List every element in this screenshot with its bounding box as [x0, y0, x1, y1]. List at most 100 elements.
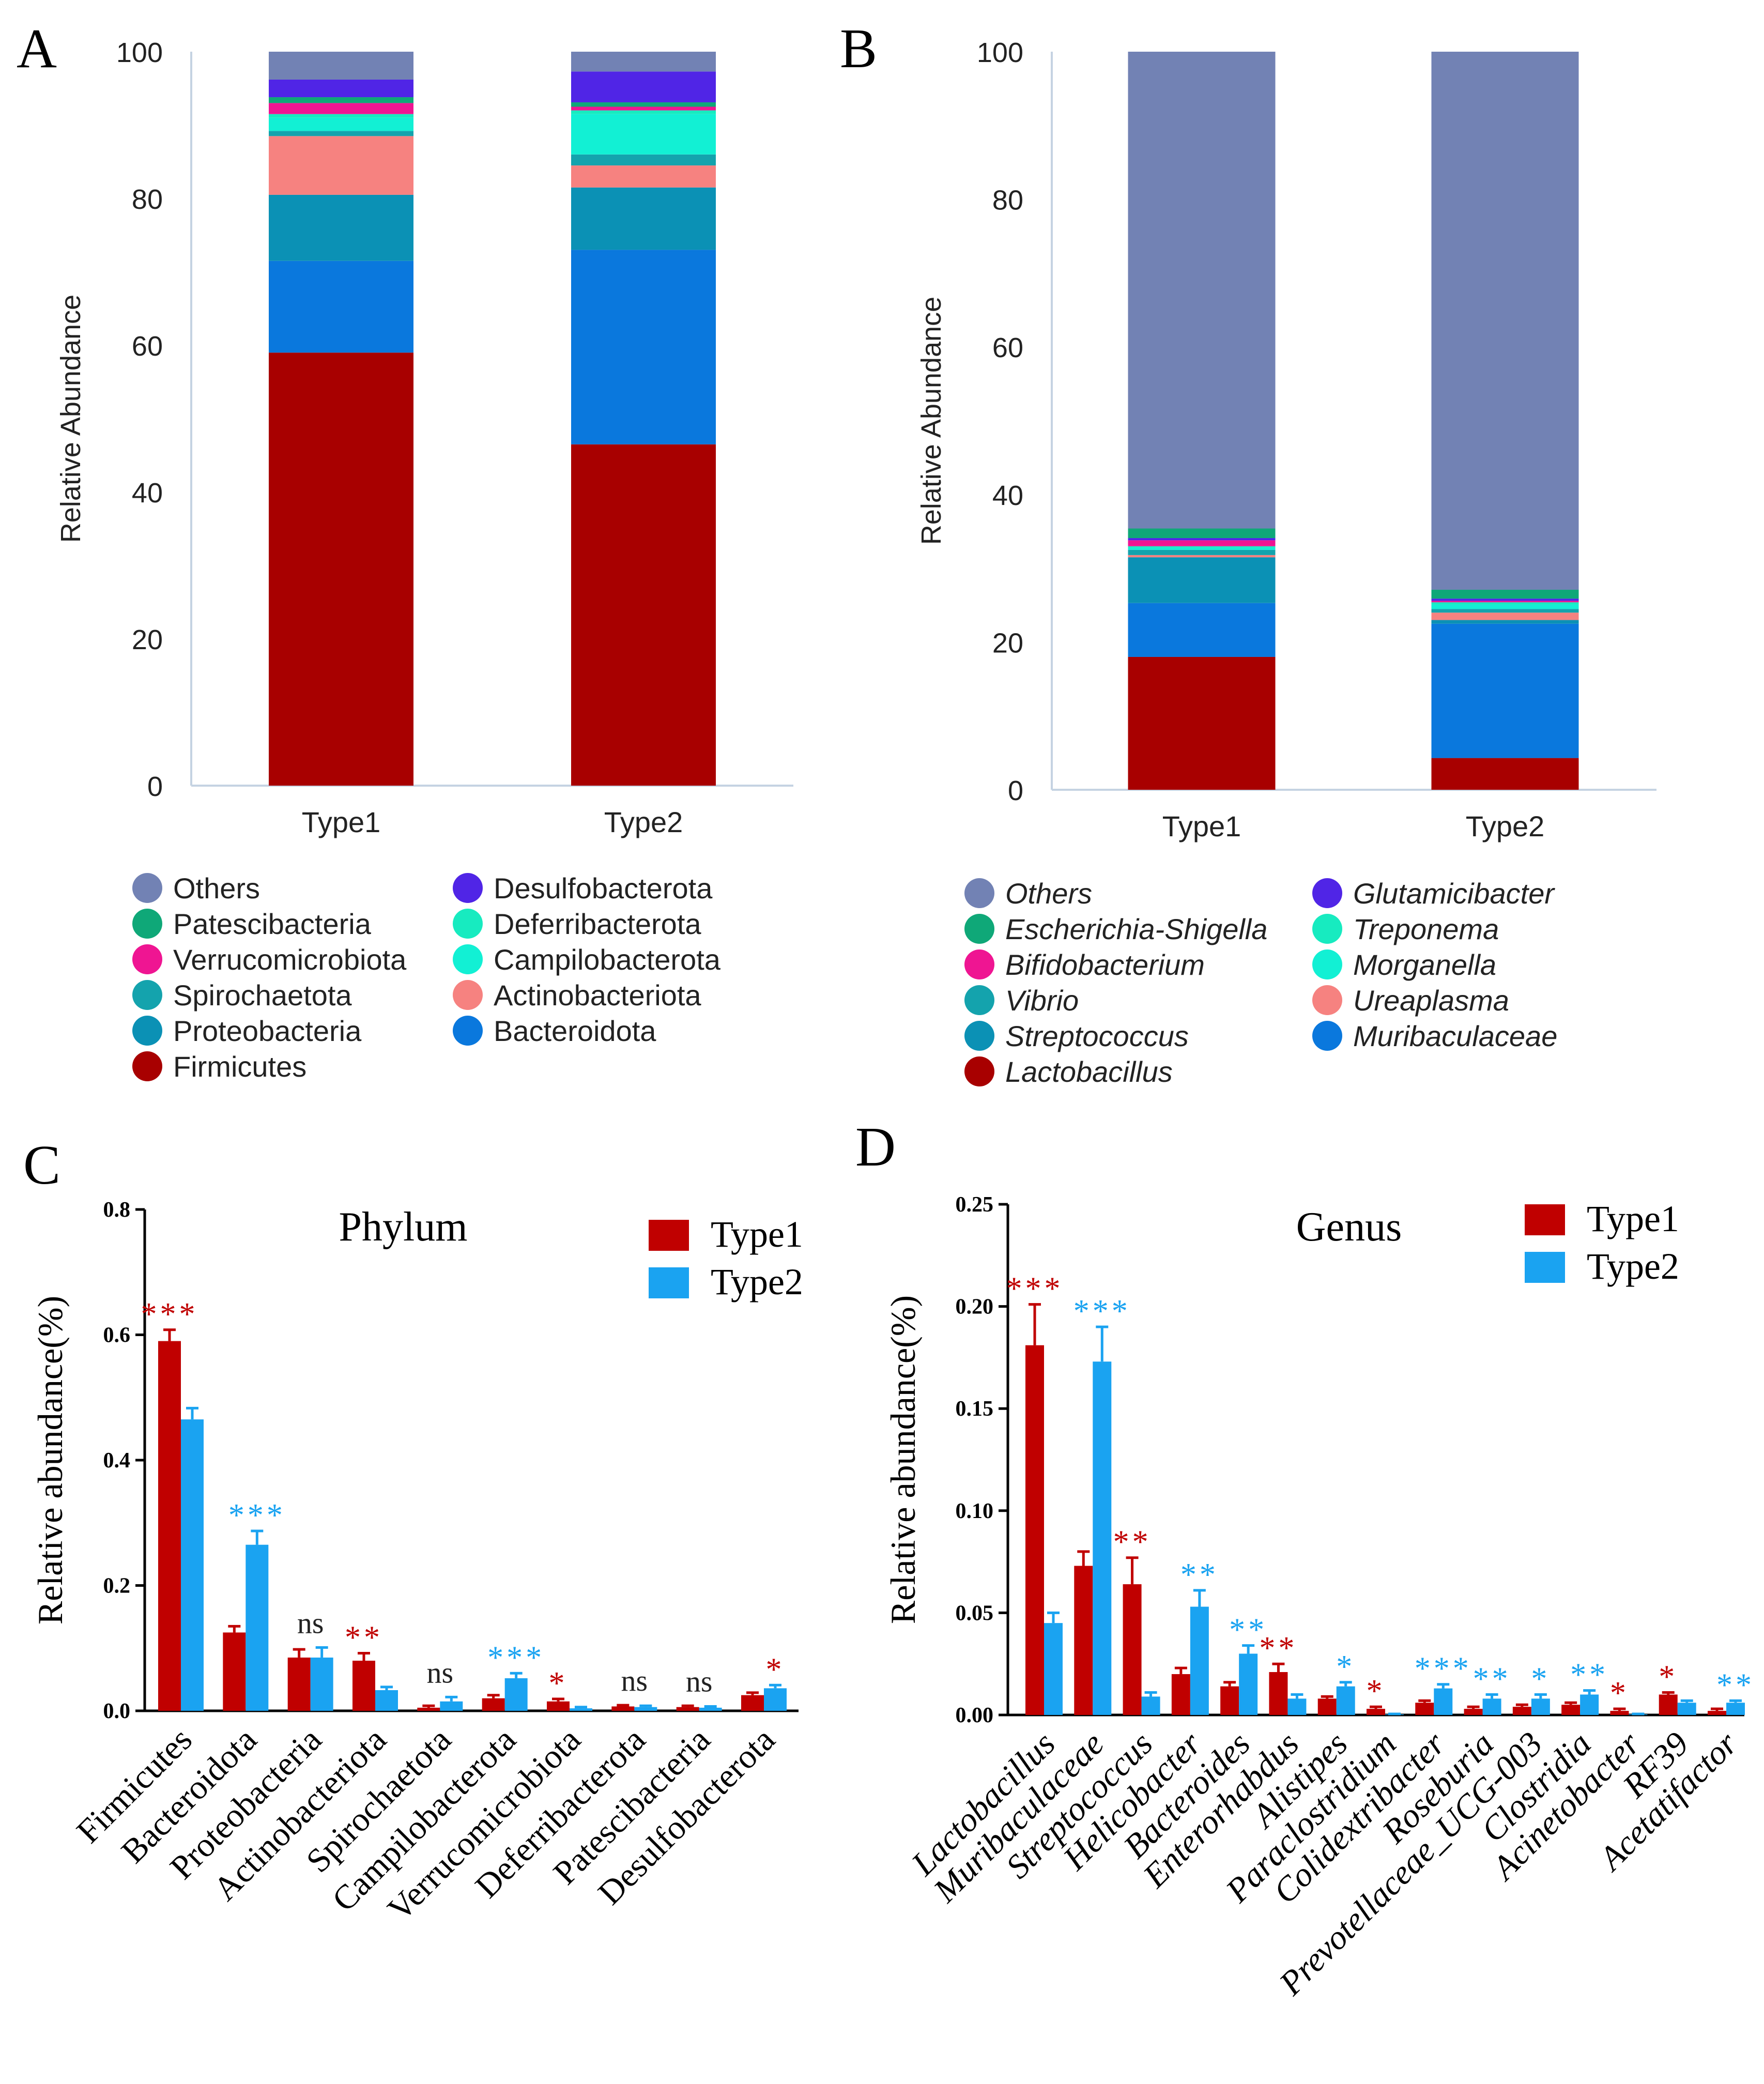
- y-tick-label: 80: [132, 184, 163, 215]
- legend-marker: [132, 1051, 162, 1081]
- x-tick-label: Type2: [604, 806, 683, 838]
- legend-label: Treponema: [1353, 913, 1499, 945]
- stack-segment: [269, 194, 413, 261]
- type1-bar: [1464, 1709, 1483, 1715]
- significance-label: **: [1570, 1658, 1608, 1693]
- type1-bar: [1708, 1711, 1726, 1715]
- stack-segment: [1128, 546, 1276, 548]
- significance-label: ***: [228, 1498, 286, 1533]
- legend-label: Verrucomicrobiota: [173, 943, 407, 976]
- type2-bar: [1482, 1698, 1501, 1715]
- legend-label: Morganella: [1353, 948, 1496, 981]
- type2-bar: [699, 1707, 722, 1711]
- legend-marker: [964, 1056, 994, 1086]
- y-tick-label: 100: [977, 37, 1023, 68]
- type1-bar: [352, 1661, 375, 1711]
- type2-bar: [246, 1544, 269, 1711]
- legend-label: Spirochaetota: [173, 979, 352, 1012]
- type1-bar: [287, 1657, 311, 1711]
- legend-label: Escherichia-Shigella: [1005, 913, 1267, 945]
- stack-segment: [571, 71, 716, 102]
- stack-segment: [571, 52, 716, 72]
- legend-label: Type1: [1587, 1198, 1679, 1239]
- legend-marker: [1312, 985, 1342, 1015]
- stack-segment: [1128, 549, 1276, 555]
- type2-bar: [310, 1657, 333, 1711]
- type1-bar: [223, 1632, 246, 1711]
- x-tick-label: Type2: [1466, 810, 1545, 842]
- significance-label: ns: [427, 1656, 454, 1689]
- significance-label: *: [1367, 1674, 1386, 1709]
- legend-label: Proteobacteria: [173, 1015, 362, 1047]
- y-axis-title: Relative abundance(%): [30, 1296, 70, 1625]
- significance-label: **: [1229, 1613, 1267, 1648]
- legend-label: Campilobacterota: [494, 943, 721, 976]
- legend-label: Bacteroidota: [494, 1015, 656, 1047]
- panel-a-stacked-chart: 0 20 40 60 80 100 Relative Abundance Type1 Type2…: [55, 37, 793, 1083]
- y-tick-label: 0.10: [956, 1499, 994, 1523]
- type2-bar: [504, 1678, 528, 1711]
- legend-marker: [132, 1016, 162, 1046]
- legend-marker: [1312, 949, 1342, 979]
- legend-marker: [453, 944, 483, 974]
- panel-b-stacked-chart: 0 20 40 60 80 100 Relative Abundance Type1 Type2…: [916, 37, 1656, 1088]
- legend-marker: [1312, 1021, 1342, 1051]
- legend-label: Vibrio: [1005, 984, 1079, 1017]
- stack-segment: [571, 154, 716, 166]
- stack-segment: [269, 52, 413, 80]
- significance-label: **: [345, 1620, 383, 1655]
- stack-segment: [1431, 52, 1579, 590]
- type1-bar: [1317, 1698, 1337, 1715]
- y-tick-label: 80: [992, 185, 1023, 216]
- stack-segment: [571, 106, 716, 111]
- stack-segment: [1128, 538, 1276, 541]
- legend-label: Type2: [711, 1261, 803, 1303]
- type1-bar: [1561, 1705, 1581, 1715]
- legend-label: Type1: [711, 1214, 803, 1255]
- legend-marker: [132, 909, 162, 939]
- legend-swatch: [1525, 1252, 1565, 1283]
- type1-bar: [482, 1698, 505, 1711]
- stack-segment: [269, 136, 413, 195]
- legend-marker: [964, 1021, 994, 1051]
- significance-label: *: [766, 1652, 785, 1687]
- panel-letter-d: D: [855, 1116, 896, 1178]
- stack-segment: [571, 114, 716, 155]
- type1-bar: [1415, 1703, 1434, 1715]
- legend-label: Others: [1005, 877, 1092, 910]
- legend-swatch: [649, 1267, 689, 1298]
- type1-bar: [676, 1707, 699, 1711]
- y-tick-label: 60: [132, 331, 163, 362]
- type2-bar: [1141, 1696, 1160, 1715]
- type2-bar: [1044, 1623, 1063, 1715]
- legend-swatch: [649, 1220, 689, 1251]
- legend-marker: [1312, 914, 1342, 944]
- y-tick-label: 20: [132, 624, 163, 655]
- legend-marker: [964, 985, 994, 1015]
- y-tick-label: 0.05: [956, 1601, 994, 1625]
- legend-swatch: [1525, 1204, 1565, 1235]
- significance-label: **: [1473, 1661, 1511, 1696]
- stack-segment: [571, 187, 716, 250]
- type2-bar: [764, 1688, 787, 1711]
- stack-segment: [1128, 603, 1276, 657]
- legend-label: Deferribacterota: [494, 908, 701, 940]
- legend-marker: [132, 873, 162, 903]
- legend-marker: [453, 909, 483, 939]
- legend-marker: [453, 1016, 483, 1046]
- type1-bar: [1123, 1584, 1142, 1715]
- y-tick-label: 60: [992, 332, 1023, 363]
- legend-marker: [132, 944, 162, 974]
- legend-marker: [453, 873, 483, 903]
- x-tick-label: Type1: [1162, 810, 1241, 842]
- stack-segment: [1128, 656, 1276, 790]
- legend-label: Firmicutes: [173, 1050, 306, 1083]
- type1-bar: [1659, 1694, 1678, 1715]
- stack-segment: [1128, 547, 1276, 550]
- y-tick-label: 0.8: [103, 1198, 131, 1222]
- significance-label: ***: [1073, 1294, 1131, 1329]
- significance-label: **: [1259, 1631, 1297, 1666]
- panel-d-grouped-chart: 0.00 0.05 0.10 0.15 0.20 0.25 Relative abundan…: [883, 1193, 1752, 2003]
- legend-marker: [964, 949, 994, 979]
- legend-label: Desulfobacterota: [494, 872, 713, 905]
